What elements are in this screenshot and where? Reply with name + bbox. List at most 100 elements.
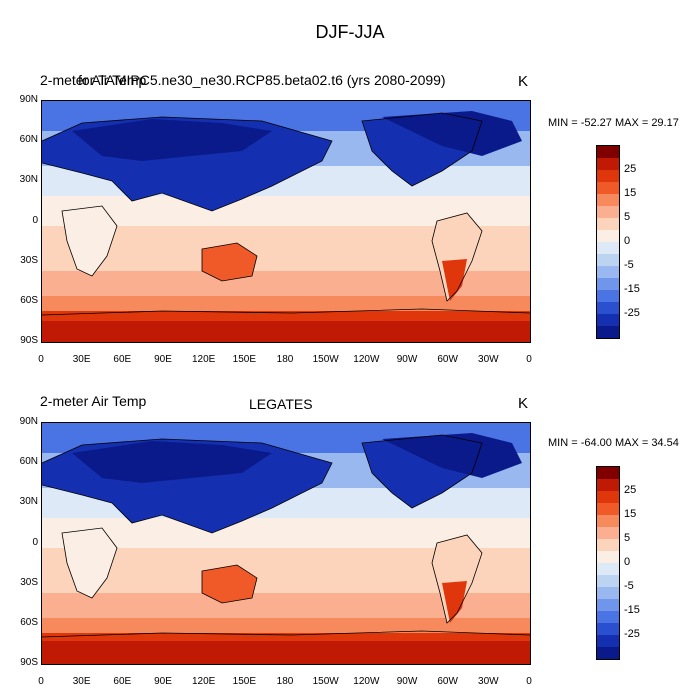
colorbar-segment xyxy=(597,242,619,254)
lat-tick-label: 60S xyxy=(20,616,38,628)
lon-tick-label: 120W xyxy=(353,676,380,687)
lat-tick-label: 0 xyxy=(32,214,38,226)
colorbar-segment xyxy=(597,158,619,170)
panel-1-units: K xyxy=(518,73,529,90)
colorbar-segment xyxy=(597,539,619,551)
lon-tick-label: 90W xyxy=(396,354,418,365)
colorbar-segment xyxy=(597,635,619,647)
colorbar-segment xyxy=(597,599,619,611)
lat-tick-label: 0 xyxy=(32,536,38,548)
lon-tick-label: 60E xyxy=(113,354,132,365)
colorbar-segment xyxy=(597,467,619,479)
panel-1-map-svg xyxy=(42,101,530,342)
colorbar-segment xyxy=(597,551,619,563)
lat-tick-label: 30N xyxy=(19,174,38,186)
lon-tick-label: 120E xyxy=(191,676,216,687)
lon-tick-label: 30E xyxy=(72,354,91,365)
colorbar-segment xyxy=(597,314,619,326)
colorbar-2 xyxy=(596,466,620,660)
colorbar-segment xyxy=(597,206,619,218)
colorbar-segment xyxy=(597,278,619,290)
lon-tick-label: 150W xyxy=(312,354,339,365)
colorbar-segment xyxy=(597,587,619,599)
colorbar-segment xyxy=(597,182,619,194)
lon-tick-label: 30W xyxy=(478,354,499,365)
colorbar-segment xyxy=(597,230,619,242)
panel-2-map-svg xyxy=(42,423,530,664)
colorbar-segment xyxy=(597,218,619,230)
lon-tick-label: 0 xyxy=(526,676,532,687)
lat-tick-label: 30N xyxy=(19,496,38,508)
colorbar-segment xyxy=(597,266,619,278)
lat-tick-label: 60S xyxy=(20,294,38,306)
lat-tick-label: 90N xyxy=(19,416,38,427)
lon-tick-label: 60W xyxy=(437,676,458,687)
colorbar-tick-label: -15 xyxy=(624,283,640,295)
panel-1-minmax: MIN = -52.27 MAX = 29.17 xyxy=(548,117,679,129)
colorbar-segment xyxy=(597,254,619,266)
colorbar-segment xyxy=(597,146,619,158)
lon-tick-label: 90W xyxy=(396,676,418,687)
lat-tick-label: 90N xyxy=(19,94,38,105)
colorbar-tick-label: -15 xyxy=(624,604,640,616)
lon-tick-label: 60W xyxy=(437,354,458,365)
colorbar-segment xyxy=(597,290,619,302)
colorbar-tick-label: 15 xyxy=(624,508,637,520)
lon-tick-label: 120W xyxy=(353,354,380,365)
colorbar-segment xyxy=(597,326,619,338)
panel-1-left-title: 2-meter Air Temp xyxy=(40,72,147,88)
lat-tick-label: 30S xyxy=(20,254,38,266)
lon-tick-label: 0 xyxy=(38,676,44,687)
lon-tick-label: 180 xyxy=(276,354,294,365)
panel-1-center-title: for TAMIPC5.ne30_ne30.RCP85.beta02.t6 (y… xyxy=(78,72,446,88)
colorbar-tick-label: -25 xyxy=(624,628,640,640)
colorbar-tick-label: 5 xyxy=(624,211,631,223)
colorbar-tick-label: -25 xyxy=(624,307,640,319)
colorbar-tick-label: 0 xyxy=(624,556,631,568)
colorbar-tick-label: 5 xyxy=(624,532,631,544)
colorbar-segment xyxy=(597,563,619,575)
lon-tick-label: 30W xyxy=(478,676,499,687)
lat-tick-label: 60N xyxy=(19,456,38,468)
colorbar-segment xyxy=(597,503,619,515)
colorbar-segment xyxy=(597,479,619,491)
panel-2-center-title: LEGATES xyxy=(249,396,313,412)
colorbar-segment xyxy=(597,194,619,206)
lat-tick-label: 30S xyxy=(20,576,38,588)
lon-tick-label: 60E xyxy=(113,676,132,687)
lat-tick-label: 90S xyxy=(20,657,38,668)
lon-tick-label: 150E xyxy=(232,354,256,365)
colorbar-tick-label: -5 xyxy=(624,259,634,271)
lat-tick-label: 90S xyxy=(20,335,38,346)
colorbar-segment xyxy=(597,623,619,635)
colorbar-segment xyxy=(597,575,619,587)
lon-tick-label: 90E xyxy=(154,676,172,687)
colorbar-tick-label: 25 xyxy=(624,163,637,175)
lon-tick-label: 0 xyxy=(526,354,532,365)
panel-1-map xyxy=(41,100,531,343)
colorbar-segment xyxy=(597,170,619,182)
panel-2-left-title: 2-meter Air Temp xyxy=(40,393,147,409)
lat-tick-label: 60N xyxy=(19,134,38,146)
colorbar-tick-label: 25 xyxy=(624,484,637,496)
lon-tick-label: 150E xyxy=(232,676,256,687)
panel-2-map xyxy=(41,422,531,665)
colorbar-tick-label: 0 xyxy=(624,235,631,247)
lon-tick-label: 0 xyxy=(38,354,44,365)
panel-2-units: K xyxy=(518,395,529,412)
colorbar-tick-label: 15 xyxy=(624,187,637,199)
colorbar-segment xyxy=(597,527,619,539)
lon-tick-label: 90E xyxy=(154,354,172,365)
colorbar-tick-label: -5 xyxy=(624,580,634,592)
colorbar-segment xyxy=(597,302,619,314)
lon-tick-label: 30E xyxy=(72,676,91,687)
lon-tick-label: 120E xyxy=(191,354,216,365)
panel-2-minmax: MIN = -64.00 MAX = 34.54 xyxy=(548,437,679,449)
colorbar-segment xyxy=(597,515,619,527)
colorbar-segment xyxy=(597,611,619,623)
lon-tick-label: 180 xyxy=(276,676,294,687)
lon-tick-label: 150W xyxy=(312,676,339,687)
colorbar-1 xyxy=(596,145,620,339)
colorbar-segment xyxy=(597,491,619,503)
figure-title: DJF-JJA xyxy=(315,22,385,42)
